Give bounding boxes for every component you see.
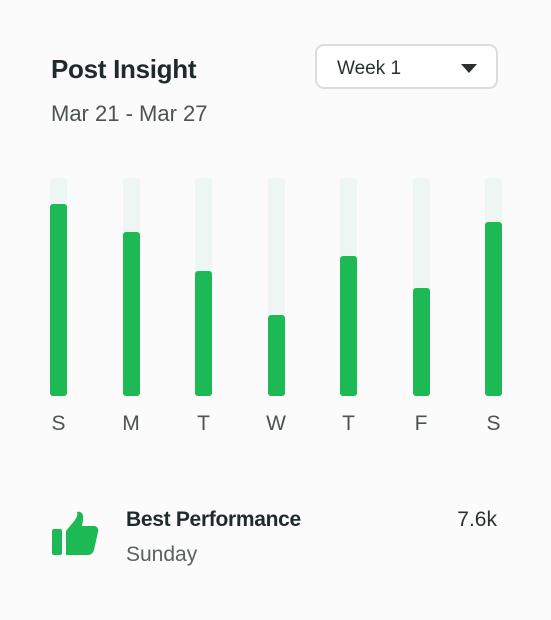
- bar-3[interactable]: [267, 315, 285, 396]
- best-performance-title: Best Performance: [126, 508, 301, 531]
- bar-6[interactable]: [485, 222, 502, 396]
- day-label-5: F: [414, 412, 428, 435]
- week-dropdown-value: Week 1: [337, 58, 402, 79]
- bar-0[interactable]: [50, 204, 67, 396]
- day-label-4: T: [342, 412, 355, 435]
- day-label-2: T: [197, 412, 210, 435]
- bar-track: [50, 178, 67, 396]
- week-dropdown[interactable]: Week 1: [315, 44, 498, 89]
- best-performance-day: Sunday: [126, 543, 198, 566]
- caret-down-icon: [461, 64, 477, 73]
- bar-track: [485, 178, 502, 396]
- bar-track: [195, 178, 212, 396]
- bar-track: [122, 178, 140, 396]
- thumbs-up-icon: [52, 511, 99, 555]
- bar-2[interactable]: [195, 271, 212, 396]
- page-title: Post Insight: [51, 54, 197, 84]
- best-performance-value: 7.6k: [457, 508, 497, 531]
- day-label-3: W: [266, 412, 286, 435]
- bar-track: [412, 178, 430, 396]
- day-label-6: S: [486, 412, 501, 435]
- day-label-1: M: [122, 412, 140, 435]
- date-range: Mar 21 - Mar 27: [51, 101, 208, 126]
- bar-5[interactable]: [412, 288, 430, 396]
- day-label-0: S: [51, 412, 66, 435]
- bar-track: [340, 178, 357, 396]
- bar-1[interactable]: [122, 232, 140, 396]
- bar-4[interactable]: [340, 256, 357, 396]
- bar-track: [267, 178, 285, 396]
